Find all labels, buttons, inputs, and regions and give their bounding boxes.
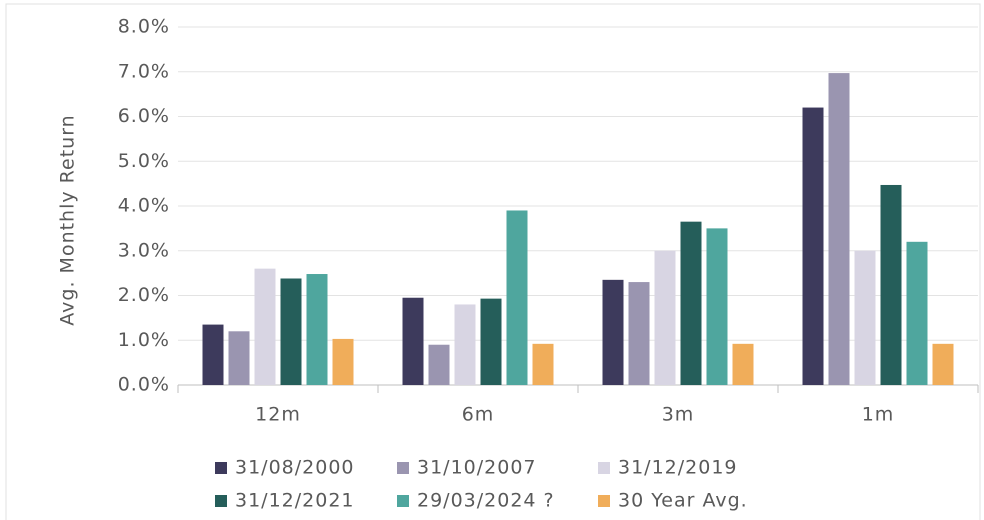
legend-label: 30 Year Avg. [618,490,748,512]
bar [506,210,528,385]
bar [228,331,250,385]
y-tick-label: 8.0% [118,16,170,38]
bar [402,297,424,385]
y-tick-label: 3.0% [118,239,170,261]
legend-label: 31/12/2019 [618,457,738,479]
legend-label: 31/08/2000 [235,457,355,479]
bar [532,343,554,385]
bar [454,304,476,385]
bar [202,324,224,385]
x-tick-label: 6m [462,404,495,426]
bar [628,282,650,385]
legend-label: 31/10/2007 [417,457,537,479]
y-tick-label: 7.0% [118,60,170,82]
bar [480,298,502,385]
bar [332,338,354,385]
bar [680,221,702,385]
bar [602,279,624,385]
y-tick-label: 0.0% [118,374,170,396]
x-tick-label: 1m [862,404,895,426]
bar [932,343,954,385]
legend-swatch [598,462,610,474]
bar [732,343,754,385]
y-axis-label: Avg. Monthly Return [57,114,79,325]
bar [428,344,450,385]
chart-frame [5,3,981,520]
legend-swatch [397,462,409,474]
legend-swatch [215,495,227,507]
legend-swatch [397,495,409,507]
bar [906,241,928,385]
bar [654,250,676,385]
bar [880,184,902,385]
legend-swatch [598,495,610,507]
y-tick-label: 2.0% [118,284,170,306]
bar [706,228,728,385]
bar [306,274,328,385]
y-tick-label: 4.0% [118,195,170,217]
bar [254,268,276,385]
x-tick-label: 3m [662,404,695,426]
y-tick-label: 6.0% [118,105,170,127]
legend-swatch [215,462,227,474]
bar [854,250,876,385]
bar [828,73,850,385]
bar [802,107,824,386]
y-tick-label: 1.0% [118,329,170,351]
bar [280,278,302,385]
x-tick-label: 12m [255,404,301,426]
y-tick-label: 5.0% [118,150,170,172]
legend-label: 29/03/2024 ? [417,490,555,512]
legend-label: 31/12/2021 [235,490,355,512]
